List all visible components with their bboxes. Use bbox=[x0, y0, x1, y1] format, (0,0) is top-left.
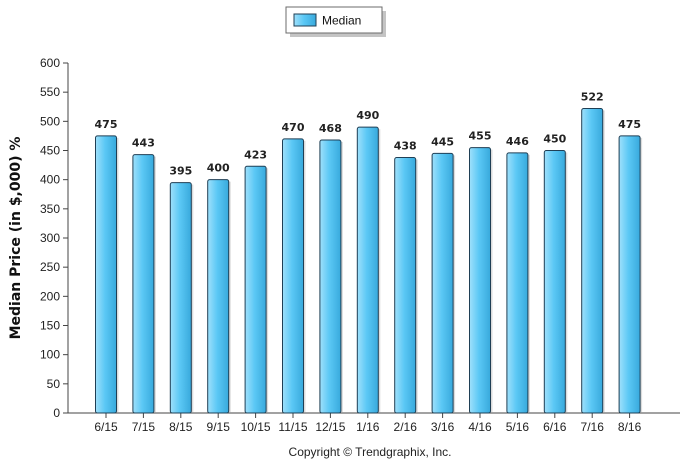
x-axis: 6/15 7/15 8/15 9/15 10/15 11/15 12/15 1/16 2/16 3… bbox=[68, 412, 680, 434]
x-tick-label: 9/15 bbox=[207, 420, 231, 434]
data-label: 443 bbox=[132, 137, 155, 150]
bar bbox=[618, 135, 641, 414]
legend-entry-median: Median bbox=[322, 14, 361, 28]
data-label: 522 bbox=[581, 91, 604, 104]
bar bbox=[581, 108, 604, 414]
x-tick-label: 5/16 bbox=[506, 420, 530, 434]
data-label: 395 bbox=[169, 165, 192, 178]
x-tick-label: 7/15 bbox=[132, 420, 156, 434]
y-tick-label: 250 bbox=[40, 260, 60, 274]
y-tick-label: 50 bbox=[47, 377, 61, 391]
data-label: 450 bbox=[543, 133, 566, 146]
data-label: 475 bbox=[95, 118, 118, 131]
bar bbox=[431, 152, 454, 414]
copyright-text: Copyright © Trendgraphix, Inc. bbox=[289, 445, 452, 459]
bar bbox=[543, 150, 566, 414]
data-label: 446 bbox=[506, 135, 529, 148]
data-label: 490 bbox=[356, 109, 379, 122]
y-tick-label: 0 bbox=[53, 406, 60, 420]
x-tick-label: 7/16 bbox=[581, 420, 605, 434]
x-tick-label: 12/15 bbox=[315, 420, 345, 434]
bar bbox=[282, 138, 304, 414]
data-label: 470 bbox=[282, 121, 305, 134]
y-tick-label: 200 bbox=[40, 289, 60, 303]
x-tick-label: 10/15 bbox=[241, 420, 271, 434]
bars bbox=[95, 108, 643, 414]
bar bbox=[244, 165, 267, 414]
y-axis: 0 50 100 150 200 250 300 350 400 450 500 550 600 bbox=[40, 56, 69, 420]
y-tick-label: 400 bbox=[40, 173, 60, 187]
bar bbox=[132, 154, 155, 414]
legend-swatch-median bbox=[293, 13, 317, 27]
x-tick-label: 8/16 bbox=[618, 420, 642, 434]
bar bbox=[319, 139, 342, 414]
y-axis-label: Median Price (in $,000) % bbox=[8, 137, 24, 340]
x-tick-label: 8/15 bbox=[169, 420, 193, 434]
data-label: 438 bbox=[394, 140, 417, 153]
bar bbox=[169, 182, 192, 414]
y-tick-label: 100 bbox=[40, 348, 60, 362]
data-label: 468 bbox=[319, 122, 342, 135]
bar bbox=[394, 157, 417, 414]
data-label: 455 bbox=[469, 130, 492, 143]
legend: Median bbox=[285, 6, 386, 37]
y-tick-label: 600 bbox=[40, 56, 60, 70]
data-labels: 475 443 395 400 423 470 468 490 438 445 455 446 450 5… bbox=[95, 91, 642, 178]
data-label: 400 bbox=[207, 162, 230, 175]
y-tick-label: 150 bbox=[40, 319, 60, 333]
x-tick-label: 3/16 bbox=[431, 420, 455, 434]
bar bbox=[356, 126, 379, 414]
x-tick-label: 2/16 bbox=[394, 420, 418, 434]
x-tick-label: 1/16 bbox=[356, 420, 380, 434]
y-tick-label: 550 bbox=[40, 85, 60, 99]
y-tick-label: 450 bbox=[40, 144, 60, 158]
x-tick-label: 4/16 bbox=[468, 420, 492, 434]
x-tick-label: 6/16 bbox=[543, 420, 567, 434]
y-tick-label: 500 bbox=[40, 114, 60, 128]
y-tick-label: 350 bbox=[40, 202, 60, 216]
y-tick-label: 300 bbox=[40, 231, 60, 245]
x-tick-label: 11/15 bbox=[278, 420, 307, 434]
data-label: 475 bbox=[618, 118, 641, 131]
x-tick-label: 6/15 bbox=[94, 420, 118, 434]
data-label: 445 bbox=[431, 135, 454, 148]
data-label: 423 bbox=[244, 148, 267, 161]
bar bbox=[469, 147, 491, 414]
bar bbox=[95, 135, 117, 414]
bar bbox=[506, 152, 529, 414]
bar bbox=[207, 179, 230, 414]
